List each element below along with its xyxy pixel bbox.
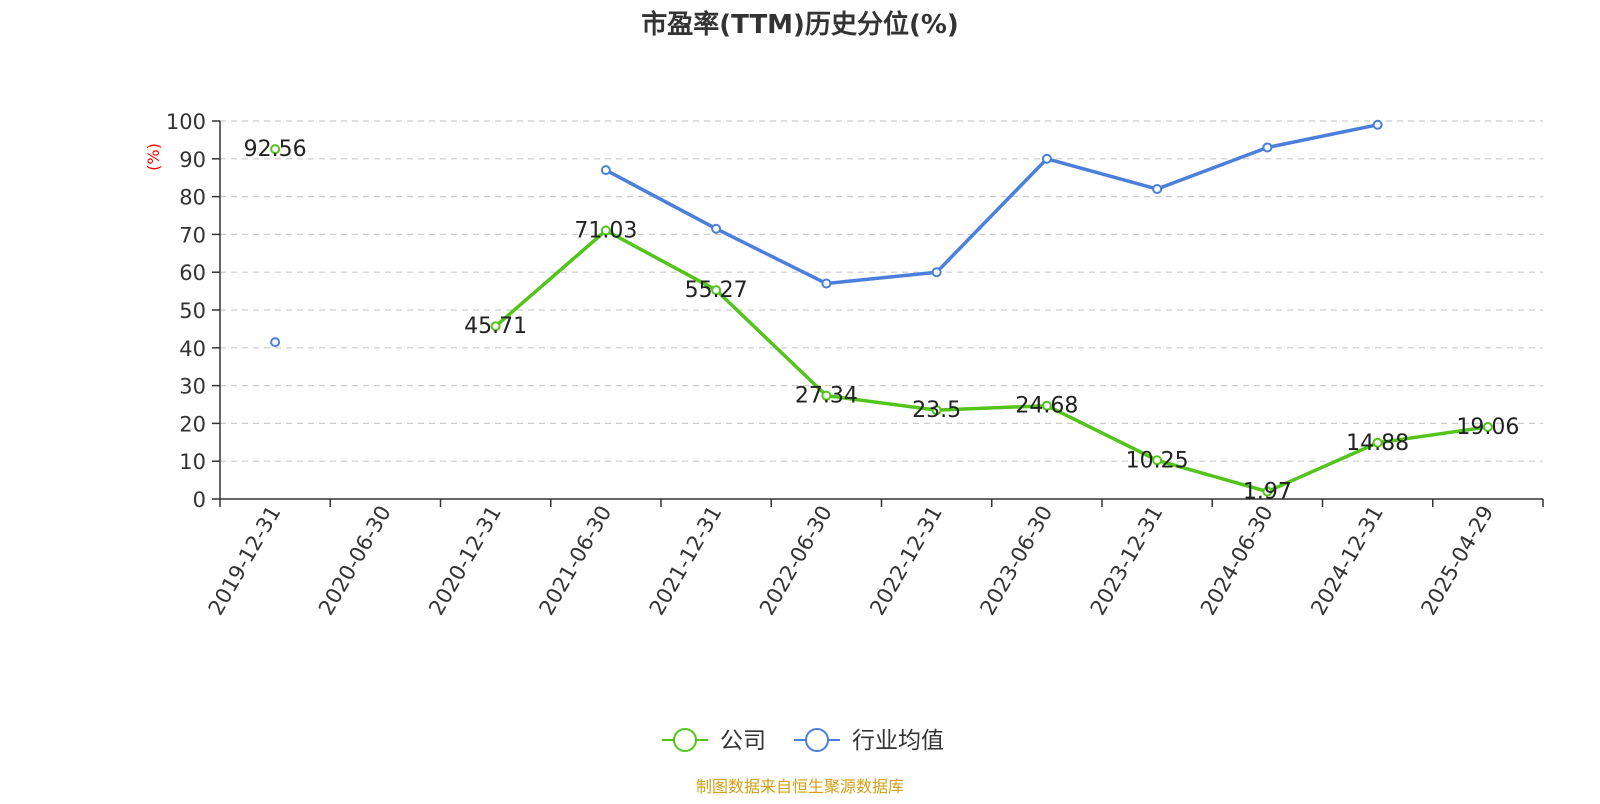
- data-point[interactable]: [931, 267, 942, 278]
- legend-marker: [673, 728, 697, 752]
- y-tick-label: 80: [179, 186, 206, 210]
- legend-item-company[interactable]: 公司: [662, 728, 766, 754]
- data-label: 1.97: [1243, 480, 1292, 505]
- data-point[interactable]: [1482, 421, 1493, 432]
- y-tick-label: 0: [193, 488, 206, 512]
- legend-label: 行业均值: [852, 728, 944, 754]
- data-label: 14.88: [1346, 431, 1409, 456]
- data-label: 19.06: [1456, 415, 1519, 440]
- data-label: 71.03: [574, 219, 637, 244]
- y-tick-label: 60: [179, 261, 206, 285]
- axes: 0 10 20 30 40 50 60 70 80 90 100 2019-12-31 2020-06-…: [166, 110, 1544, 620]
- series-line: [605, 123, 1378, 286]
- data-label: 55.27: [685, 278, 748, 303]
- y-tick-label: 90: [179, 148, 206, 172]
- chart-title: 市盈率(TTM)历史分位(%): [641, 9, 959, 40]
- y-tick-label: 70: [179, 223, 206, 247]
- data-label: 45.71: [464, 314, 527, 339]
- legend-item-industry-average[interactable]: 行业均值: [794, 728, 944, 754]
- y-tick-label: 40: [179, 337, 206, 361]
- series-line: [494, 228, 1489, 494]
- x-tick-label: 2024-06-30: [1196, 502, 1278, 620]
- y-tick-label: 10: [179, 450, 206, 474]
- y-axis-label: (%): [144, 143, 163, 171]
- data-label: 23.5: [912, 398, 961, 423]
- y-tick-label: 30: [179, 375, 206, 399]
- x-tick-label: 2024-12-31: [1306, 502, 1388, 620]
- y-tick-label: 20: [179, 412, 206, 436]
- legend-label: 公司: [720, 728, 766, 754]
- data-point[interactable]: [1041, 153, 1052, 164]
- series-group: [270, 119, 1493, 497]
- data-point[interactable]: [600, 165, 611, 176]
- data-point[interactable]: [270, 337, 281, 348]
- x-tick-label: 2020-06-30: [314, 502, 396, 620]
- legend[interactable]: 公司 行业均值: [662, 728, 944, 754]
- data-label: 24.68: [1015, 394, 1078, 419]
- x-tick-label: 2019-12-31: [204, 502, 286, 620]
- x-tick-label: 2022-12-31: [865, 502, 947, 620]
- data-point[interactable]: [1262, 486, 1273, 497]
- grid-lines: [220, 120, 1543, 462]
- data-label: 92.56: [244, 137, 307, 162]
- data-point[interactable]: [1041, 400, 1052, 411]
- y-tick-label: 100: [166, 110, 206, 134]
- data-label: 27.34: [795, 384, 858, 409]
- x-tick-label: 2023-06-30: [975, 502, 1057, 620]
- data-labels: 92.56 45.71 71.03 55.27 27.34 23.5 24.68 10.25 1…: [244, 137, 1520, 504]
- data-point[interactable]: [270, 144, 281, 155]
- data-point[interactable]: [1152, 455, 1163, 466]
- data-point[interactable]: [711, 223, 722, 234]
- y-tick-label: 50: [179, 299, 206, 323]
- data-point[interactable]: [821, 278, 832, 289]
- x-tick-label: 2021-06-30: [534, 502, 616, 620]
- data-point[interactable]: [821, 390, 832, 401]
- data-point[interactable]: [711, 285, 722, 296]
- data-point[interactable]: [1372, 119, 1383, 130]
- data-point[interactable]: [931, 405, 942, 416]
- series-industry-average: [270, 119, 1383, 348]
- x-tick-label: 2021-12-31: [645, 502, 727, 620]
- x-tick-label: 2025-04-29: [1416, 502, 1498, 620]
- legend-marker: [805, 728, 829, 752]
- x-tick-label: 2023-12-31: [1086, 502, 1168, 620]
- data-point[interactable]: [1152, 184, 1163, 195]
- data-point[interactable]: [1262, 142, 1273, 153]
- data-label: 10.25: [1126, 448, 1189, 473]
- data-point[interactable]: [1372, 437, 1383, 448]
- data-point[interactable]: [600, 225, 611, 236]
- source-note: 制图数据来自恒生聚源数据库: [696, 777, 904, 796]
- data-point[interactable]: [490, 321, 501, 332]
- series-company: [270, 144, 1493, 497]
- x-tick-label: 2022-06-30: [755, 502, 837, 620]
- x-tick-label: 2020-12-31: [424, 502, 506, 620]
